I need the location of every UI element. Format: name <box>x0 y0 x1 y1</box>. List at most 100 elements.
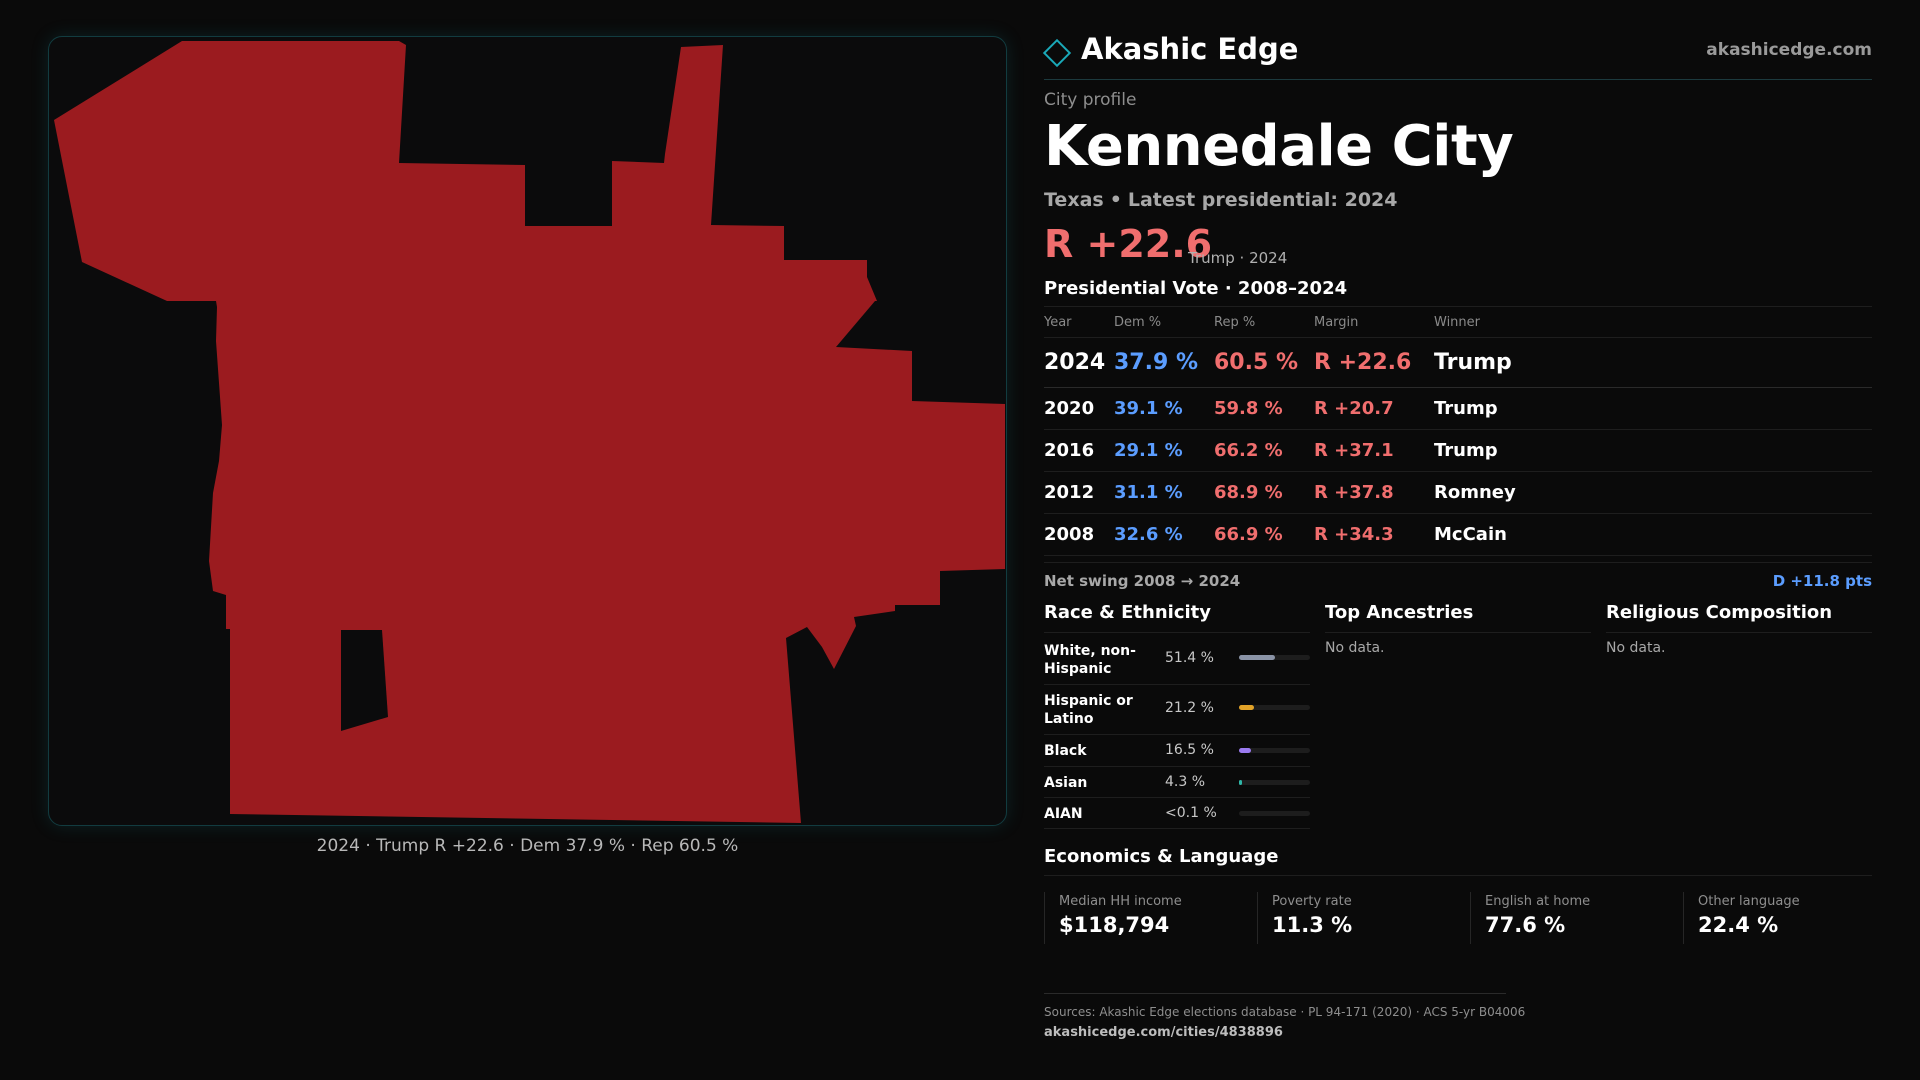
divider <box>1325 632 1591 633</box>
cell-rep: 59.8 % <box>1214 387 1314 430</box>
divider <box>1044 632 1310 633</box>
cell-year: 2012 <box>1044 471 1114 514</box>
diamond-icon[interactable] <box>1042 38 1072 68</box>
race-bar-track <box>1239 780 1310 785</box>
cell-year: 2020 <box>1044 387 1114 430</box>
map-caption: 2024 · Trump R +22.6 · Dem 37.9 % · Rep … <box>316 836 739 856</box>
race-row: Black 16.5 % <box>1044 735 1310 767</box>
cell-dem: 37.9 % <box>1114 337 1214 388</box>
race-row: AIAN <0.1 % <box>1044 798 1310 829</box>
headline-margin-note: Trump · 2024 <box>1188 249 1288 267</box>
ancestry-empty-text: No data. <box>1325 640 1385 656</box>
race-label: Hispanic or Latino <box>1044 693 1133 727</box>
vote-table-header: Year Dem % Rep % Margin Winner <box>1044 306 1872 338</box>
cell-margin: R +34.3 <box>1314 513 1434 556</box>
state-label: Texas <box>1044 189 1104 211</box>
table-row[interactable]: 2012 31.1 % 68.9 % R +37.8 Romney <box>1044 471 1872 514</box>
race-row: Hispanic or Latino 21.2 % <box>1044 685 1310 735</box>
city-boundary-map <box>54 41 1005 823</box>
cell-winner: McCain <box>1434 513 1872 556</box>
col-header-dem: Dem % <box>1114 306 1214 338</box>
page-title: Kennedale City <box>1044 114 1514 179</box>
net-swing-row: Net swing 2008 → 2024 D +11.8 pts <box>1044 562 1872 596</box>
vote-table: Year Dem % Rep % Margin Winner 2024 37.9… <box>1044 306 1872 556</box>
race-bar-fill <box>1239 780 1243 785</box>
race-value: 4.3 % <box>1165 774 1206 790</box>
stat-value: 22.4 % <box>1698 913 1779 937</box>
race-row: White, non-Hispanic 51.4 % <box>1044 633 1310 685</box>
religion-section-title: Religious Composition <box>1606 602 1833 623</box>
stat-value: $118,794 <box>1059 913 1170 937</box>
cell-winner: Trump <box>1434 337 1872 388</box>
cell-winner: Trump <box>1434 387 1872 430</box>
race-bar-fill <box>1239 655 1276 660</box>
sources-note: Sources: Akashic Edge elections database… <box>1044 1005 1526 1019</box>
stat-label: Other language <box>1698 894 1800 909</box>
religion-empty-text: No data. <box>1606 640 1666 656</box>
stat-value: 77.6 % <box>1485 913 1566 937</box>
stat-median-income: Median HH income $118,794 <box>1044 892 1257 944</box>
stat-other-language: Other language 22.4 % <box>1683 892 1872 944</box>
stat-label: Median HH income <box>1059 894 1182 909</box>
separator-dot: • <box>1109 189 1122 211</box>
latest-election-label: Latest presidential: 2024 <box>1127 189 1398 211</box>
table-row[interactable]: 2016 29.1 % 66.2 % R +37.1 Trump <box>1044 429 1872 472</box>
cell-rep: 68.9 % <box>1214 471 1314 514</box>
race-label: AIAN <box>1044 806 1083 822</box>
cell-year: 2016 <box>1044 429 1114 472</box>
race-row: Asian 4.3 % <box>1044 767 1310 798</box>
city-boundary-hole <box>341 630 388 731</box>
divider <box>1606 632 1872 633</box>
profile-panel: Akashic Edge akashicedge.com City profil… <box>1042 0 1872 1080</box>
race-label: Asian <box>1044 775 1088 791</box>
race-label: Black <box>1044 743 1087 759</box>
cell-margin: R +37.1 <box>1314 429 1434 472</box>
brand-name[interactable]: Akashic Edge <box>1081 32 1299 66</box>
headline-margin: R +22.6 <box>1044 222 1213 266</box>
cell-rep: 66.2 % <box>1214 429 1314 472</box>
stat-label: Poverty rate <box>1272 894 1352 909</box>
stat-label: English at home <box>1485 894 1591 909</box>
divider <box>1044 875 1872 876</box>
table-row[interactable]: 2008 32.6 % 66.9 % R +34.3 McCain <box>1044 513 1872 556</box>
stat-english-at-home: English at home 77.6 % <box>1470 892 1683 944</box>
cell-margin: R +20.7 <box>1314 387 1434 430</box>
cell-dem: 39.1 % <box>1114 387 1214 430</box>
col-header-margin: Margin <box>1314 306 1434 338</box>
cell-rep: 60.5 % <box>1214 337 1314 388</box>
race-value: <0.1 % <box>1165 805 1217 821</box>
page-eyebrow: City profile <box>1044 90 1137 110</box>
race-bar-track <box>1239 811 1310 816</box>
col-header-year: Year <box>1044 306 1114 338</box>
race-bar-track <box>1239 655 1310 660</box>
cell-year: 2024 <box>1044 337 1114 388</box>
city-boundary-shape[interactable] <box>54 41 1005 823</box>
cell-dem: 29.1 % <box>1114 429 1214 472</box>
cell-year: 2008 <box>1044 513 1114 556</box>
race-section-title: Race & Ethnicity <box>1044 602 1211 623</box>
site-link[interactable]: akashicedge.com <box>1706 40 1872 60</box>
cell-winner: Romney <box>1434 471 1872 514</box>
cell-margin: R +37.8 <box>1314 471 1434 514</box>
race-value: 16.5 % <box>1165 742 1214 758</box>
page-subtitle: Texas • Latest presidential: 2024 <box>1044 189 1398 211</box>
race-bar-track <box>1239 748 1310 753</box>
race-value: 51.4 % <box>1165 650 1214 666</box>
table-row[interactable]: 2024 37.9 % 60.5 % R +22.6 Trump <box>1044 337 1872 388</box>
page-url-link[interactable]: akashicedge.com/cities/4838896 <box>1044 1025 1283 1040</box>
race-bar-track <box>1239 705 1310 710</box>
col-header-rep: Rep % <box>1214 306 1314 338</box>
cell-dem: 31.1 % <box>1114 471 1214 514</box>
map-panel[interactable] <box>48 36 1007 826</box>
table-row[interactable]: 2020 39.1 % 59.8 % R +20.7 Trump <box>1044 387 1872 430</box>
net-swing-value: D +11.8 pts <box>1772 572 1872 590</box>
stat-poverty-rate: Poverty rate 11.3 % <box>1257 892 1470 944</box>
col-header-winner: Winner <box>1434 306 1872 338</box>
economics-section-title: Economics & Language <box>1044 846 1279 867</box>
site-header: Akashic Edge akashicedge.com <box>1042 32 1872 80</box>
divider <box>1044 993 1506 994</box>
race-bar-fill <box>1239 705 1255 710</box>
cell-rep: 66.9 % <box>1214 513 1314 556</box>
ancestry-section-title: Top Ancestries <box>1325 602 1474 623</box>
race-bar-fill <box>1239 748 1251 753</box>
